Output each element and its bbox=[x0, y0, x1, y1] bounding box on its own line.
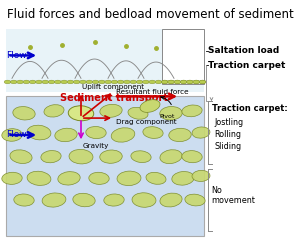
Ellipse shape bbox=[68, 106, 94, 121]
Ellipse shape bbox=[100, 104, 122, 117]
Ellipse shape bbox=[111, 128, 135, 142]
Ellipse shape bbox=[42, 80, 49, 84]
Ellipse shape bbox=[105, 80, 111, 84]
Ellipse shape bbox=[74, 80, 80, 84]
Ellipse shape bbox=[69, 149, 93, 164]
Ellipse shape bbox=[161, 80, 168, 84]
Ellipse shape bbox=[2, 129, 22, 141]
Ellipse shape bbox=[117, 80, 124, 84]
Ellipse shape bbox=[192, 170, 210, 181]
FancyBboxPatch shape bbox=[6, 96, 204, 236]
Ellipse shape bbox=[55, 128, 77, 142]
FancyBboxPatch shape bbox=[6, 29, 204, 92]
Ellipse shape bbox=[36, 80, 42, 84]
Text: Sliding: Sliding bbox=[214, 142, 242, 151]
Ellipse shape bbox=[187, 80, 193, 84]
Ellipse shape bbox=[182, 151, 202, 163]
Ellipse shape bbox=[89, 172, 109, 184]
Ellipse shape bbox=[13, 107, 35, 120]
Ellipse shape bbox=[161, 80, 168, 84]
Ellipse shape bbox=[44, 105, 64, 117]
Ellipse shape bbox=[128, 107, 148, 119]
Text: Flow: Flow bbox=[6, 51, 27, 60]
Ellipse shape bbox=[136, 80, 143, 84]
Ellipse shape bbox=[193, 80, 200, 84]
Ellipse shape bbox=[192, 127, 210, 138]
Ellipse shape bbox=[48, 80, 55, 84]
Ellipse shape bbox=[180, 80, 187, 84]
Text: Pivot: Pivot bbox=[159, 114, 174, 120]
Ellipse shape bbox=[160, 107, 182, 120]
Ellipse shape bbox=[69, 106, 93, 120]
Ellipse shape bbox=[168, 80, 174, 84]
Text: Saltation load: Saltation load bbox=[208, 46, 280, 55]
Text: Fluid forces and bedload movement of sediment: Fluid forces and bedload movement of sed… bbox=[7, 8, 293, 21]
Ellipse shape bbox=[67, 80, 74, 84]
Ellipse shape bbox=[111, 80, 118, 84]
Text: Resultant fluid force: Resultant fluid force bbox=[116, 89, 188, 94]
Ellipse shape bbox=[117, 171, 141, 186]
Ellipse shape bbox=[27, 171, 51, 185]
Ellipse shape bbox=[86, 127, 106, 139]
Ellipse shape bbox=[185, 194, 205, 206]
Ellipse shape bbox=[100, 150, 122, 163]
Bar bbox=[162, 29, 204, 84]
Text: Drag component: Drag component bbox=[116, 119, 176, 125]
Ellipse shape bbox=[124, 80, 130, 84]
Text: No
movement: No movement bbox=[212, 186, 255, 205]
Ellipse shape bbox=[132, 193, 156, 207]
Ellipse shape bbox=[86, 80, 93, 84]
Ellipse shape bbox=[155, 80, 162, 84]
Text: Sediment transport: Sediment transport bbox=[60, 93, 168, 103]
Ellipse shape bbox=[174, 80, 181, 84]
Ellipse shape bbox=[4, 80, 11, 84]
Ellipse shape bbox=[14, 194, 34, 206]
Text: Uplift component: Uplift component bbox=[82, 84, 145, 90]
Ellipse shape bbox=[29, 80, 36, 84]
Ellipse shape bbox=[17, 80, 23, 84]
Ellipse shape bbox=[143, 127, 163, 138]
Text: Traction carpet:: Traction carpet: bbox=[212, 104, 287, 113]
Ellipse shape bbox=[130, 80, 136, 84]
Ellipse shape bbox=[92, 80, 99, 84]
Ellipse shape bbox=[160, 150, 182, 164]
Ellipse shape bbox=[193, 80, 200, 84]
Ellipse shape bbox=[55, 80, 61, 84]
Ellipse shape bbox=[80, 80, 86, 84]
Ellipse shape bbox=[142, 80, 149, 84]
Ellipse shape bbox=[199, 80, 206, 84]
Ellipse shape bbox=[104, 194, 124, 206]
Ellipse shape bbox=[199, 80, 206, 84]
Ellipse shape bbox=[180, 80, 187, 84]
Text: Jostling: Jostling bbox=[214, 118, 244, 127]
Ellipse shape bbox=[42, 193, 66, 207]
Ellipse shape bbox=[146, 172, 166, 184]
Ellipse shape bbox=[169, 128, 191, 142]
Ellipse shape bbox=[73, 193, 95, 207]
Ellipse shape bbox=[41, 151, 61, 163]
Text: Gravity: Gravity bbox=[82, 143, 109, 149]
Text: Flow: Flow bbox=[6, 130, 27, 140]
Ellipse shape bbox=[174, 80, 181, 84]
Ellipse shape bbox=[58, 172, 80, 185]
Ellipse shape bbox=[99, 80, 105, 84]
Ellipse shape bbox=[27, 125, 51, 140]
Ellipse shape bbox=[187, 80, 193, 84]
Ellipse shape bbox=[182, 105, 202, 117]
Text: Rolling: Rolling bbox=[214, 130, 242, 139]
Ellipse shape bbox=[140, 100, 160, 112]
Ellipse shape bbox=[131, 151, 151, 162]
Ellipse shape bbox=[149, 80, 155, 84]
Ellipse shape bbox=[23, 80, 30, 84]
Ellipse shape bbox=[10, 150, 32, 163]
Text: Traction carpet: Traction carpet bbox=[208, 60, 286, 70]
Ellipse shape bbox=[2, 172, 22, 184]
Ellipse shape bbox=[11, 80, 17, 84]
Ellipse shape bbox=[61, 80, 68, 84]
Ellipse shape bbox=[168, 80, 174, 84]
Ellipse shape bbox=[160, 193, 182, 207]
Ellipse shape bbox=[172, 172, 194, 185]
